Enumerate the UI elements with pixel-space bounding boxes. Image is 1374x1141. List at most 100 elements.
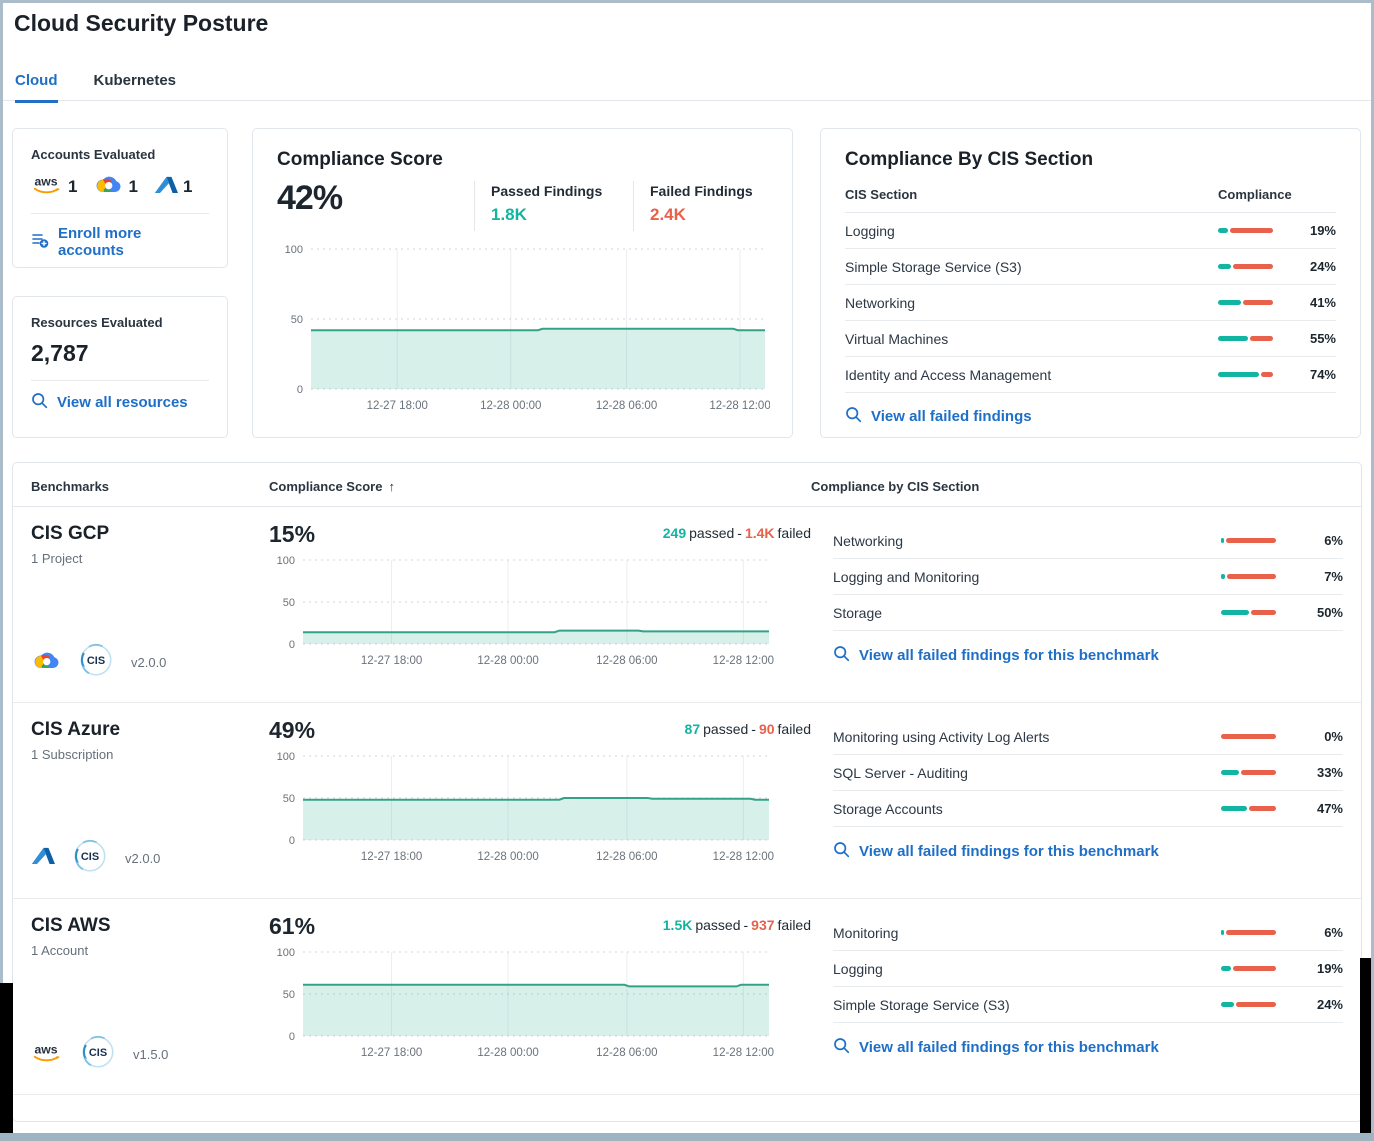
search-icon bbox=[833, 1037, 850, 1058]
view-all-failed-findings-link[interactable]: View all failed findings bbox=[845, 406, 1336, 427]
benchmark-scope: 1 Account bbox=[31, 943, 89, 958]
svg-text:12-28 06:00: 12-28 06:00 bbox=[596, 655, 657, 667]
compliance-minibar bbox=[1221, 574, 1276, 579]
benchmark-scope: 1 Subscription bbox=[31, 747, 114, 762]
cis-section-label: Simple Storage Service (S3) bbox=[833, 996, 1010, 1013]
svg-text:CIS: CIS bbox=[87, 655, 105, 667]
svg-text:12-28 00:00: 12-28 00:00 bbox=[480, 400, 541, 412]
benchmark-cis-section-row: Storage Accounts 47% bbox=[833, 791, 1343, 827]
benchmark-trend-chart: 0 50 100 12-27 18:00 12-28 00:00 12-28 06:00 1… bbox=[277, 947, 774, 1059]
aws-icon: aws bbox=[31, 174, 63, 200]
cis-section-label: Networking bbox=[845, 294, 916, 311]
benchmarks-table-header: Benchmarks Compliance Score ↑ Compliance … bbox=[13, 463, 1361, 507]
azure-icon bbox=[154, 175, 178, 200]
view-failed-findings-benchmark-link[interactable]: View all failed findings for this benchm… bbox=[833, 841, 1343, 862]
frame-border-right bbox=[1371, 0, 1374, 1141]
svg-text:0: 0 bbox=[289, 835, 295, 847]
cis-section-label: Logging and Monitoring bbox=[833, 568, 980, 585]
view-all-resources-link[interactable]: View all resources bbox=[31, 392, 209, 413]
svg-text:12-28 06:00: 12-28 06:00 bbox=[596, 851, 657, 863]
compliance-minibar bbox=[1221, 734, 1276, 739]
page-title: Cloud Security Posture bbox=[14, 10, 269, 36]
benchmark-cis-section-row: Logging and Monitoring 7% bbox=[833, 559, 1343, 595]
cis-section-label: Simple Storage Service (S3) bbox=[845, 258, 1022, 275]
aws-icon: aws bbox=[31, 1042, 63, 1068]
compliance-minibar bbox=[1221, 930, 1276, 935]
compliance-percent: 0% bbox=[1324, 729, 1343, 744]
account-count: 1 bbox=[68, 177, 78, 196]
compliance-minibar bbox=[1221, 806, 1276, 811]
resources-evaluated-card: Resources Evaluated 2,787 View all resou… bbox=[12, 296, 228, 438]
svg-text:0: 0 bbox=[289, 1031, 295, 1043]
benchmark-version: v2.0.0 bbox=[131, 655, 167, 670]
svg-text:100: 100 bbox=[285, 244, 303, 256]
compliance-percent: 6% bbox=[1324, 533, 1343, 548]
svg-text:12-28 12:00: 12-28 12:00 bbox=[713, 1047, 774, 1059]
svg-text:12-28 00:00: 12-28 00:00 bbox=[477, 851, 538, 863]
benchmarks-column-header: Benchmarks bbox=[31, 479, 110, 494]
compliance-minibar bbox=[1218, 228, 1273, 233]
cis-table-header: CIS Section Compliance bbox=[845, 187, 1336, 213]
benchmark-row: CIS GCP 1 Project CIS v2.0.0 15% 249 pass… bbox=[13, 507, 1361, 703]
svg-text:100: 100 bbox=[277, 555, 295, 567]
compliance-column-header: Compliance bbox=[1218, 187, 1292, 202]
view-failed-findings-benchmark-link[interactable]: View all failed findings for this benchm… bbox=[833, 645, 1343, 666]
svg-text:50: 50 bbox=[291, 314, 303, 326]
benchmark-trend-chart: 0 50 100 12-27 18:00 12-28 00:00 12-28 06:00 1… bbox=[277, 555, 774, 667]
compliance-score-column-header[interactable]: Compliance Score ↑ bbox=[269, 479, 395, 494]
svg-text:12-28 00:00: 12-28 00:00 bbox=[477, 655, 538, 667]
account-count: 1 bbox=[182, 177, 193, 196]
svg-text:12-27 18:00: 12-27 18:00 bbox=[361, 655, 422, 667]
benchmark-version: v2.0.0 bbox=[125, 851, 161, 866]
cis-section-row: Identity and Access Management 74% bbox=[845, 357, 1336, 393]
account-provider-item: aws 1 bbox=[31, 174, 77, 200]
cis-section-row: Logging 19% bbox=[845, 213, 1336, 249]
enroll-more-accounts-link[interactable]: Enroll more accounts bbox=[31, 225, 209, 259]
compliance-minibar bbox=[1218, 300, 1273, 305]
svg-text:12-28 06:00: 12-28 06:00 bbox=[596, 400, 657, 412]
compliance-minibar bbox=[1218, 264, 1273, 269]
svg-text:100: 100 bbox=[277, 751, 295, 763]
compliance-percent: 6% bbox=[1324, 925, 1343, 940]
svg-text:12-28 12:00: 12-28 12:00 bbox=[709, 400, 770, 412]
cis-section-label: SQL Server - Auditing bbox=[833, 764, 968, 781]
sort-ascending-icon: ↑ bbox=[388, 479, 395, 494]
compliance-minibar bbox=[1221, 966, 1276, 971]
svg-text:0: 0 bbox=[289, 639, 295, 651]
compliance-score-title: Compliance Score bbox=[277, 149, 443, 170]
compliance-percent: 47% bbox=[1316, 801, 1343, 816]
tab-bar: Cloud Kubernetes bbox=[15, 72, 176, 103]
compliance-minibar bbox=[1221, 538, 1276, 543]
compliance-minibar bbox=[1221, 1002, 1276, 1007]
letterbox-left bbox=[0, 983, 13, 1133]
search-icon bbox=[833, 841, 850, 862]
azure-icon bbox=[31, 846, 55, 871]
tab-cloud[interactable]: Cloud bbox=[15, 72, 58, 103]
frame-border-left bbox=[0, 0, 3, 1141]
tab-kubernetes[interactable]: Kubernetes bbox=[93, 72, 177, 89]
svg-text:0: 0 bbox=[297, 384, 303, 396]
benchmark-scope: 1 Project bbox=[31, 551, 83, 566]
cis-section-label: Monitoring using Activity Log Alerts bbox=[833, 728, 1050, 745]
svg-text:12-28 12:00: 12-28 12:00 bbox=[713, 851, 774, 863]
compliance-minibar bbox=[1218, 372, 1273, 377]
svg-text:100: 100 bbox=[277, 947, 295, 959]
benchmark-cis-section-row: Monitoring using Activity Log Alerts 0% bbox=[833, 719, 1343, 755]
svg-text:12-28 12:00: 12-28 12:00 bbox=[713, 655, 774, 667]
compliance-percent: 19% bbox=[1316, 961, 1343, 976]
account-provider-counts: aws 1 1 1 bbox=[31, 174, 209, 200]
view-failed-findings-benchmark-link[interactable]: View all failed findings for this benchm… bbox=[833, 1037, 1343, 1058]
compliance-by-cis-title: Compliance By CIS Section bbox=[845, 149, 1094, 170]
cis-logo-icon: CIS bbox=[71, 837, 109, 880]
gcp-icon bbox=[31, 650, 61, 676]
svg-text:12-28 06:00: 12-28 06:00 bbox=[596, 1047, 657, 1059]
benchmark-score: 61% bbox=[269, 913, 316, 939]
failed-findings-value: 2.4K bbox=[650, 205, 686, 224]
benchmark-cis-section-row: Networking 6% bbox=[833, 523, 1343, 559]
benchmark-score: 15% bbox=[269, 521, 316, 547]
compliance-percent: 74% bbox=[1309, 367, 1336, 382]
compliance-percent: 24% bbox=[1316, 997, 1343, 1012]
benchmark-trend-chart: 0 50 100 12-27 18:00 12-28 00:00 12-28 06:00 1… bbox=[277, 751, 774, 863]
cis-section-label: Monitoring bbox=[833, 924, 899, 941]
cis-section-row: Networking 41% bbox=[845, 285, 1336, 321]
